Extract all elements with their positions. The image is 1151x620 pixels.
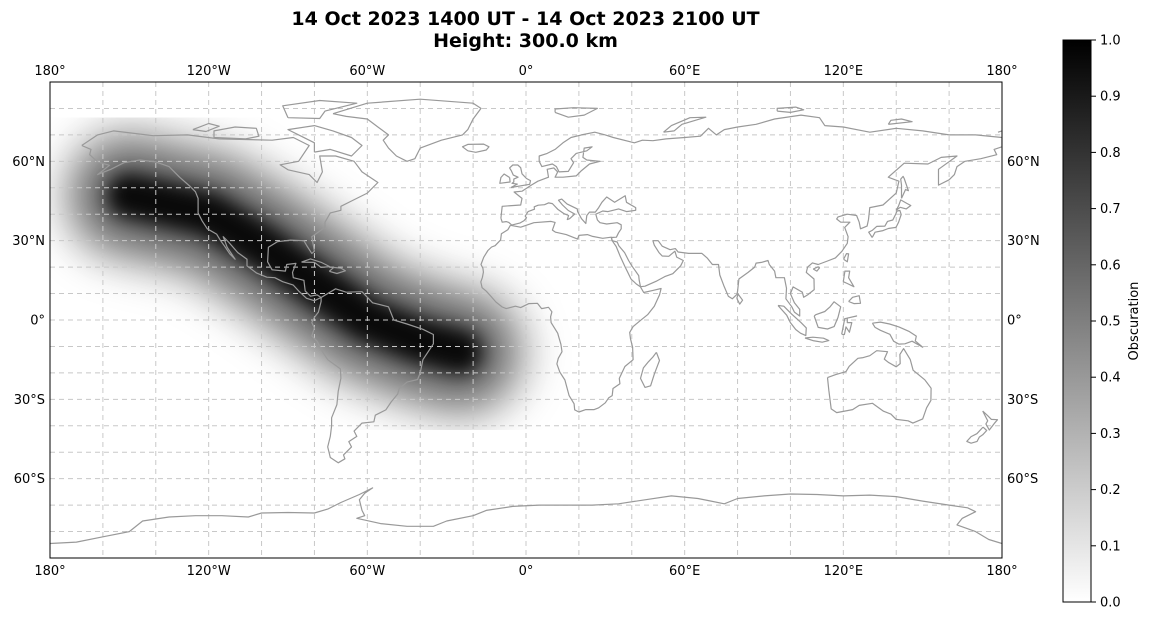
colorbar-tick-label: 0.5 [1100, 315, 1121, 330]
lat-label-left: 30°S [14, 393, 45, 408]
lon-label-top: 180° [34, 64, 65, 79]
coastline-sri-lanka [736, 293, 744, 305]
coastline-hainan [812, 266, 821, 272]
coastline-novaya-zemlya [663, 116, 707, 133]
lat-label-left: 60°N [12, 155, 45, 170]
colorbar-label: Obscuration [1127, 282, 1142, 361]
coastline-philippines-mindanao [848, 295, 862, 305]
coastline-ellesmere [282, 99, 358, 120]
lon-label-bottom: 180° [986, 564, 1017, 579]
colorbar-gradient [1063, 40, 1091, 602]
coastline-south-america [311, 288, 434, 464]
lon-label-top: 120°E [824, 64, 864, 79]
colorbar-tick-label: 0.3 [1100, 427, 1121, 442]
lat-label-left: 0° [30, 314, 45, 329]
colorbar-tick-label: 0.1 [1100, 539, 1121, 554]
colorbar-tick-label: 0.6 [1100, 258, 1121, 273]
lat-label-right: 30°S [1007, 393, 1038, 408]
lon-label-bottom: 60°W [349, 564, 385, 579]
lon-label-bottom: 180° [34, 564, 65, 579]
colorbar-tick-label: 0.8 [1100, 146, 1121, 161]
coastline-cuba [301, 258, 331, 268]
coastline-banks-isl [192, 122, 220, 133]
coastline-sulawesi [841, 315, 858, 336]
map-title-line-1: 14 Oct 2023 1400 UT - 14 Oct 2023 2100 U… [291, 8, 760, 30]
coastline-philippines-luzon [842, 270, 855, 288]
coastline-hispaniola [328, 266, 346, 275]
lon-label-bottom: 120°E [824, 564, 864, 579]
coastline-japan [868, 209, 902, 238]
lon-ticks-bottom: 180° 120°W 60°W 0° 60°E 120°E 180° [34, 564, 1017, 579]
coastline-svalbard [554, 107, 598, 118]
lon-label-top: 0° [519, 64, 534, 79]
lon-label-top: 120°W [187, 64, 231, 79]
colorbar-tick-label: 0.9 [1100, 90, 1121, 105]
coastline-australia [826, 348, 932, 424]
lon-label-top: 180° [986, 64, 1017, 79]
coastline-iceland [461, 143, 490, 153]
lon-ticks-top: 180° 120°W 60°W 0° 60°E 120°E 180° [34, 64, 1017, 79]
coastline-new-siberian [887, 118, 913, 125]
coastline-antarctica-coast [50, 487, 1002, 545]
coastline-sumatra [777, 304, 807, 337]
coastline-baffin [287, 125, 363, 157]
coastline-new-zealand-south [966, 426, 988, 444]
lat-label-right: 0° [1007, 314, 1022, 329]
coastline-borneo [813, 301, 842, 330]
coastline-eurasia [500, 114, 1002, 317]
lon-label-bottom: 60°E [669, 564, 700, 579]
coastline-hokkaido [895, 199, 912, 211]
coastline-new-guinea [871, 321, 924, 348]
map-frame [49, 81, 1003, 559]
coastline-north-america [81, 130, 379, 302]
coastline-uk [509, 164, 532, 189]
colorbar-tick-label: 0.0 [1100, 596, 1121, 611]
coastline-severnaya [776, 106, 805, 113]
coastlines [50, 98, 1002, 545]
coastline-wrangel [997, 130, 1002, 133]
coastline-new-zealand [982, 410, 999, 431]
colorbar-tick-label: 0.7 [1100, 202, 1121, 217]
lat-label-left: 30°N [12, 234, 45, 249]
lat-label-right: 60°S [1007, 472, 1038, 487]
lon-label-top: 60°W [349, 64, 385, 79]
coastline-victoria-isl [213, 126, 260, 140]
lat-label-right: 60°N [1007, 155, 1040, 170]
lon-label-bottom: 120°W [187, 564, 231, 579]
lat-label-right: 30°N [1007, 234, 1040, 249]
lon-label-bottom: 0° [519, 564, 534, 579]
lat-label-left: 60°S [14, 472, 45, 487]
coastline-madagascar [639, 351, 661, 388]
map-title-line-2: Height: 300.0 km [433, 30, 618, 52]
coastline-ireland [499, 173, 511, 184]
coastline-java [804, 336, 830, 343]
lat-ticks-left: 60°N 30°N 0° 30°S 60°S [12, 155, 45, 487]
colorbar-tick-label: 1.0 [1100, 34, 1121, 49]
lat-ticks-right: 60°N 30°N 0° 30°S 60°S [1007, 155, 1040, 487]
coastline-africa [480, 220, 662, 413]
colorbar-tick-label: 0.4 [1100, 371, 1121, 386]
lon-label-top: 60°E [669, 64, 700, 79]
coastline-greenland [332, 98, 482, 162]
colorbar-tick-label: 0.2 [1100, 483, 1121, 498]
coastline-sakhalin [900, 175, 909, 199]
coastline-taiwan [843, 253, 850, 263]
colorbar-ticks: 0.0 0.1 0.2 0.3 0.4 0.5 0.6 0.7 0.8 0.9 1.0 [1091, 34, 1121, 611]
